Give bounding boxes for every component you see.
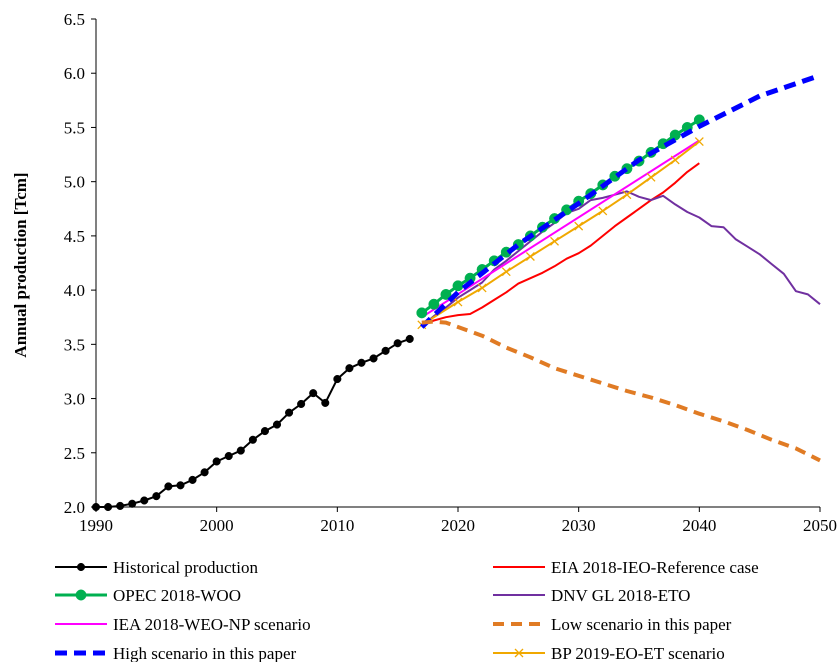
x-tick-label: 1990 bbox=[79, 516, 113, 535]
series-bp-2019-eo-et-scenario bbox=[417, 137, 704, 330]
data-point bbox=[416, 307, 428, 319]
series-historical-production bbox=[91, 334, 414, 512]
data-point bbox=[669, 129, 681, 141]
legend-item: High scenario in this paper bbox=[55, 644, 297, 662]
data-point bbox=[525, 252, 535, 261]
data-point bbox=[212, 457, 221, 466]
y-tick-label: 6.5 bbox=[64, 10, 85, 29]
data-point bbox=[236, 446, 245, 455]
data-point bbox=[428, 298, 440, 310]
legend: Historical production EIA 2018-IEO-Refere… bbox=[55, 558, 759, 662]
series-low-scenario-in-this-paper bbox=[421, 319, 821, 463]
data-point bbox=[116, 501, 125, 510]
y-tick-label: 3.5 bbox=[64, 335, 85, 354]
series-line bbox=[421, 139, 700, 319]
x-tick-label: 2040 bbox=[682, 516, 716, 535]
legend-label: IEA 2018-WEO-NP scenario bbox=[113, 615, 311, 634]
data-point bbox=[622, 190, 632, 200]
legend-item: Historical production bbox=[55, 558, 258, 577]
data-point bbox=[188, 475, 197, 484]
x-tick-label: 2020 bbox=[441, 516, 475, 535]
data-point bbox=[393, 339, 402, 348]
y-tick-label: 6.0 bbox=[64, 64, 85, 83]
data-point bbox=[357, 358, 366, 367]
data-point bbox=[369, 354, 378, 363]
data-point bbox=[260, 427, 269, 436]
y-tick-label: 2.5 bbox=[64, 444, 85, 463]
data-point bbox=[550, 236, 559, 246]
data-point bbox=[309, 389, 318, 398]
data-point bbox=[152, 492, 161, 501]
legend-label: DNV GL 2018-ETO bbox=[551, 586, 690, 605]
series-high-scenario-in-this-paper bbox=[420, 73, 821, 329]
x-tick-label: 2010 bbox=[320, 516, 354, 535]
data-point bbox=[91, 502, 101, 512]
data-point bbox=[333, 374, 342, 384]
legend-item: IEA 2018-WEO-NP scenario bbox=[55, 615, 311, 634]
y-tick-label: 4.5 bbox=[64, 227, 85, 246]
data-point bbox=[345, 364, 354, 373]
data-point bbox=[272, 420, 282, 429]
data-point bbox=[574, 221, 584, 231]
legend-label: Historical production bbox=[113, 558, 258, 577]
series-line bbox=[421, 319, 821, 463]
data-point bbox=[453, 297, 463, 307]
legend-item: EIA 2018-IEO-Reference case bbox=[493, 558, 759, 577]
y-tick-label: 2.0 bbox=[64, 498, 85, 517]
data-point bbox=[200, 468, 209, 477]
data-point bbox=[694, 137, 704, 147]
data-point bbox=[452, 280, 464, 292]
legend-marker bbox=[76, 562, 86, 572]
y-tick-label: 5.0 bbox=[64, 173, 85, 192]
series-line bbox=[421, 190, 821, 327]
legend-label: Low scenario in this paper bbox=[551, 615, 732, 634]
legend-item: OPEC 2018-WOO bbox=[55, 586, 241, 605]
y-tick-label: 4.0 bbox=[64, 281, 85, 300]
data-point bbox=[477, 283, 487, 293]
data-point bbox=[321, 398, 330, 407]
y-tick-label: 3.0 bbox=[64, 390, 85, 409]
data-point bbox=[285, 408, 294, 417]
legend-marker bbox=[75, 589, 87, 601]
data-point bbox=[405, 334, 414, 343]
data-point bbox=[297, 399, 306, 409]
series-layer bbox=[91, 73, 821, 512]
data-point bbox=[501, 267, 511, 277]
y-tick-label: 5.5 bbox=[64, 118, 85, 137]
data-point bbox=[224, 451, 233, 461]
data-point bbox=[176, 481, 185, 490]
x-tick-label: 2000 bbox=[200, 516, 234, 535]
data-point bbox=[670, 155, 680, 165]
legend-label: BP 2019-EO-ET scenario bbox=[551, 644, 725, 662]
data-point bbox=[128, 499, 137, 508]
x-tick-label: 2030 bbox=[562, 516, 596, 535]
legend-marker bbox=[514, 648, 524, 658]
series-iea-2018-weo-np-scenario bbox=[421, 139, 700, 319]
data-point bbox=[140, 496, 149, 505]
axes: 2.0 2.5 3.0 3.5 4.0 4.5 5.0 5.5 6.0 6.5 1990 2000 20… bbox=[64, 10, 837, 535]
series-line bbox=[421, 140, 700, 326]
legend-label: High scenario in this paper bbox=[113, 644, 297, 662]
y-axis-label: Annual production [Tcm] bbox=[11, 172, 30, 357]
series-dnv-gl-2018-eto bbox=[421, 190, 821, 327]
series-eia-2018-ieo-reference-case bbox=[421, 162, 700, 326]
x-tick-label: 2050 bbox=[803, 516, 837, 535]
legend-label: EIA 2018-IEO-Reference case bbox=[551, 558, 759, 577]
data-point bbox=[248, 435, 257, 444]
data-point bbox=[104, 502, 113, 512]
series-line bbox=[420, 73, 821, 329]
data-point bbox=[598, 206, 608, 216]
legend-item: BP 2019-EO-ET scenario bbox=[493, 644, 725, 662]
legend-item: Low scenario in this paper bbox=[493, 615, 732, 634]
y-axis-label-group: Annual production [Tcm] bbox=[11, 172, 30, 357]
data-point bbox=[646, 172, 656, 182]
data-point bbox=[381, 346, 390, 355]
legend-label: OPEC 2018-WOO bbox=[113, 586, 241, 605]
series-line bbox=[421, 162, 700, 326]
data-point bbox=[440, 288, 452, 300]
legend-item: DNV GL 2018-ETO bbox=[493, 586, 690, 605]
data-point bbox=[164, 482, 173, 491]
